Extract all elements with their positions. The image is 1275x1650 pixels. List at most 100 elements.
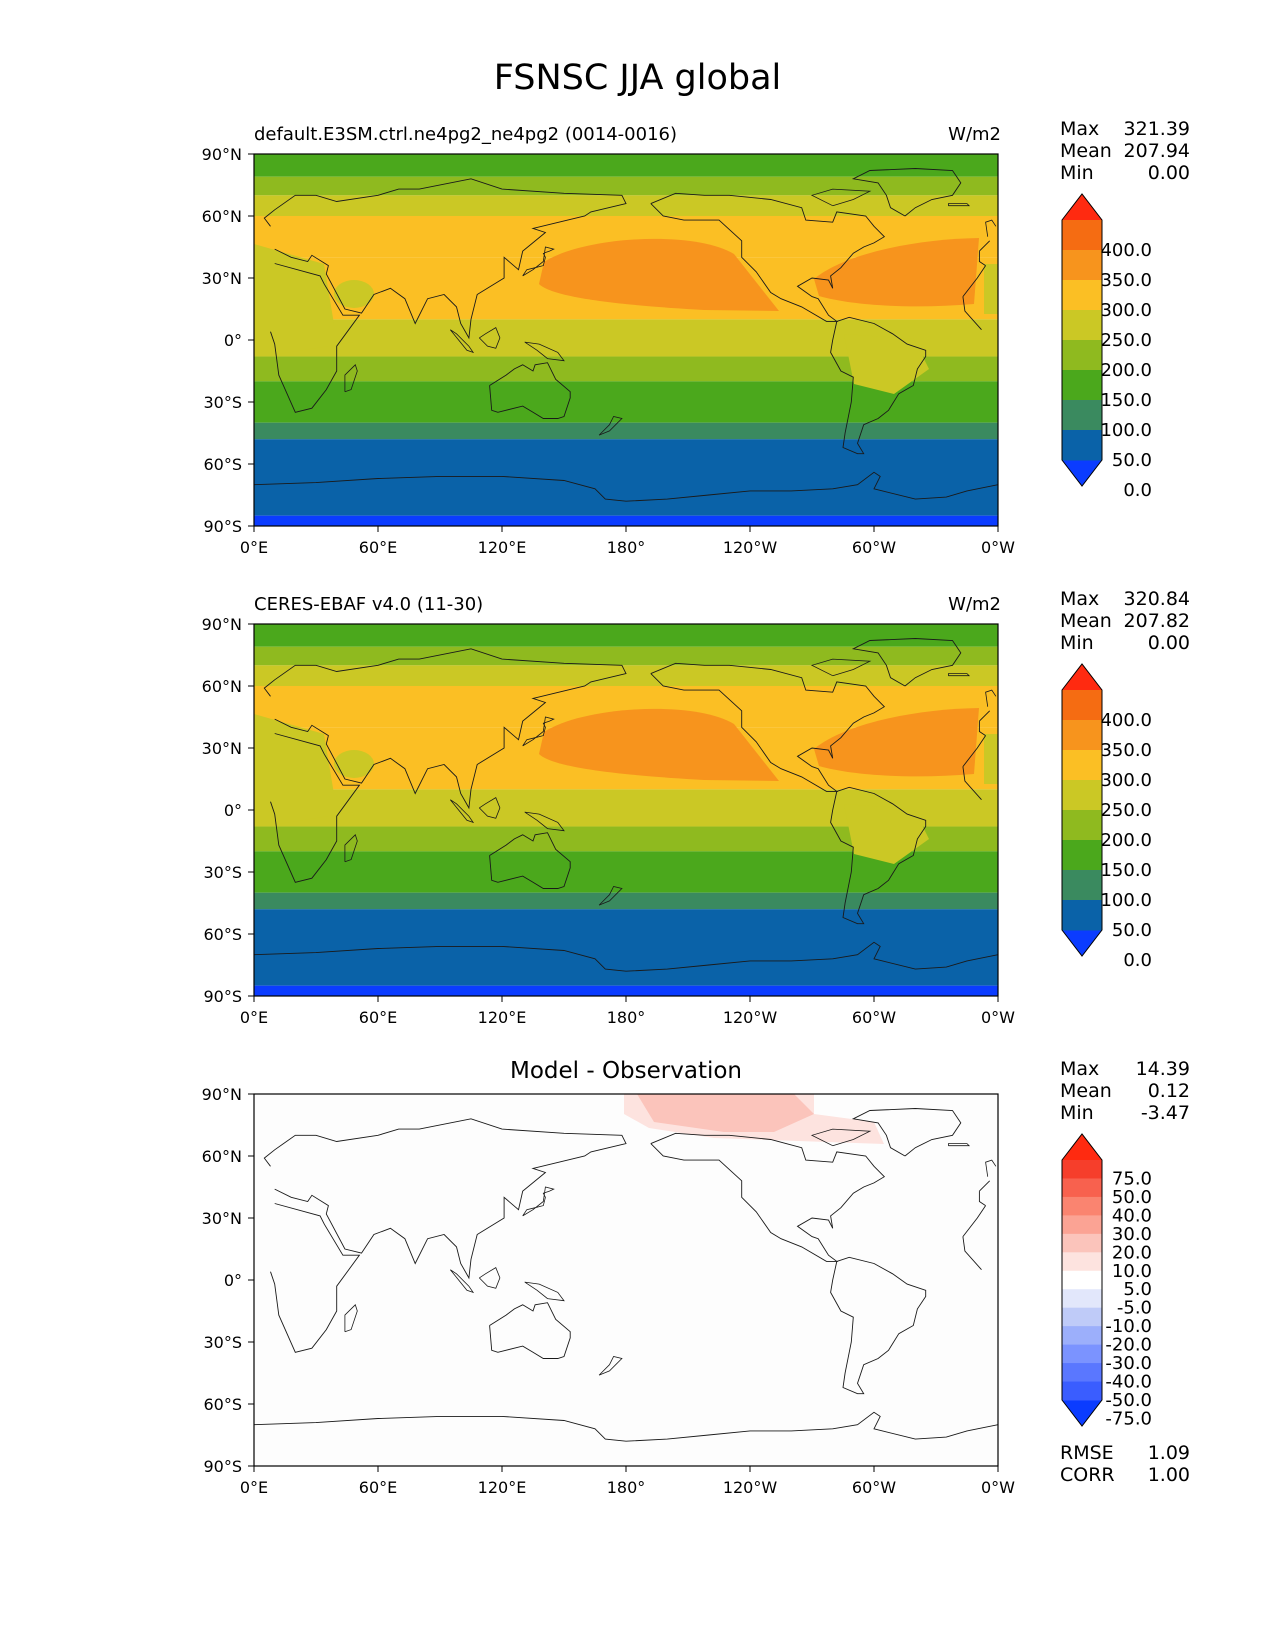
- coastline-island: [524, 341, 565, 362]
- colorbar-extend-bottom: [1062, 930, 1102, 956]
- contour-band: [254, 402, 998, 423]
- lat-tick-label: 30°S: [203, 1333, 242, 1352]
- contour-band: [254, 892, 998, 910]
- corr-value: 1.00: [1147, 1464, 1190, 1486]
- coastline-island: [449, 799, 475, 824]
- coastline: [489, 1302, 571, 1359]
- contour-band: [254, 985, 998, 996]
- colorbar-tick-label: 40.0: [1112, 1205, 1152, 1226]
- contour-band: [254, 909, 998, 986]
- contour-band: [254, 195, 998, 216]
- colorbar-3: 75.050.040.030.020.010.05.0-5.0-10.0-20.…: [1061, 1133, 1152, 1429]
- lon-tick-label: 60°W: [852, 1478, 896, 1497]
- colorbar-segment: [1062, 1363, 1102, 1383]
- rmse-value: 1.09: [1147, 1442, 1190, 1464]
- colorbar-tick-label: 50.0: [1112, 1187, 1152, 1208]
- coastline-island: [524, 811, 565, 832]
- lon-tick-label: 0°W: [981, 1478, 1015, 1497]
- coastline: [830, 316, 927, 455]
- lat-tick-label: 90°N: [202, 615, 242, 634]
- colorbar-segment: [1062, 280, 1102, 311]
- panel3-title: Model - Observation: [509, 1058, 743, 1084]
- colorbar-segment: [1062, 810, 1102, 841]
- lon-tick-label: 60°E: [359, 538, 397, 557]
- coastline: [270, 733, 986, 883]
- lon-tick-label: 60°E: [359, 1478, 397, 1497]
- coastline-island: [344, 1304, 358, 1333]
- colorbar-segment: [1062, 1270, 1102, 1290]
- contour-band: [806, 154, 998, 174]
- colorbar-tick-label: 100.0: [1100, 890, 1152, 911]
- mean-value: 207.94: [1123, 140, 1190, 162]
- panel1-title: default.E3SM.ctrl.ne4pg2_ne4pg2 (0014-00…: [254, 124, 677, 145]
- contour-band: [254, 381, 998, 402]
- colorbar-tick-label: 250.0: [1100, 330, 1152, 351]
- colorbar-tick-label: 30.0: [1112, 1224, 1152, 1245]
- coastline: [489, 362, 571, 419]
- colorbar-segment: [1062, 370, 1102, 401]
- colorbar-tick-label: 100.0: [1100, 420, 1152, 441]
- colorbar-2: 400.0 350.0 300.0 250.0 200.0 150.0 100.0 50.0 0…: [1061, 663, 1152, 971]
- contour-band: [254, 872, 998, 893]
- colorbar-segment: [1062, 400, 1102, 431]
- contour-region: [334, 750, 374, 778]
- coastline: [650, 192, 886, 322]
- contour-band: [254, 176, 998, 196]
- coastline-island: [985, 1159, 997, 1177]
- colorbar-segment: [1062, 870, 1102, 901]
- colorbar-segment: [1062, 1326, 1102, 1346]
- colorbar-segment: [1062, 430, 1102, 461]
- lat-tick-label: 60°N: [202, 1147, 242, 1166]
- coastline-island: [810, 658, 872, 677]
- colorbar-tick-label: -50.0: [1105, 1390, 1152, 1411]
- colorbar-tick-label: 400.0: [1100, 710, 1152, 731]
- colorbar-tick-label: 50.0: [1112, 450, 1152, 471]
- coastline: [851, 1108, 962, 1157]
- colorbar-segment: [1062, 750, 1102, 781]
- corr-label: CORR: [1060, 1464, 1115, 1486]
- coastline-island: [522, 716, 555, 747]
- coastline-island: [598, 1356, 623, 1376]
- coastline: [650, 1132, 886, 1262]
- coastline-island: [598, 416, 623, 436]
- lon-tick-label: 180°: [607, 538, 646, 557]
- lon-tick-label: 60°E: [359, 1008, 397, 1027]
- min-value: 0.00: [1147, 162, 1190, 184]
- coastline: [270, 1203, 986, 1353]
- contour-band: [254, 422, 998, 440]
- contour-band: [254, 515, 998, 526]
- coastline: [253, 1411, 999, 1442]
- coastline-island: [479, 327, 501, 349]
- coastline-island: [810, 1128, 872, 1147]
- coastline-island: [449, 1269, 475, 1294]
- min-label: Min: [1060, 632, 1094, 654]
- colorbar-segment: [1062, 1252, 1102, 1272]
- contour-region: [984, 734, 998, 784]
- min-label: Min: [1060, 162, 1094, 184]
- colorbar-extend-top: [1062, 664, 1102, 690]
- lat-tick-label: 60°N: [202, 677, 242, 696]
- lon-tick-label: 60°W: [852, 1008, 896, 1027]
- lat-tick-label: 0°: [224, 801, 242, 820]
- lon-tick-label: 180°: [607, 1008, 646, 1027]
- lon-tick-label: 120°W: [723, 1008, 778, 1027]
- lon-tick-label: 0°W: [981, 538, 1015, 557]
- lat-tick-label: 90°N: [202, 1085, 242, 1104]
- colorbar-tick-label: 20.0: [1112, 1242, 1152, 1263]
- coastline-island: [948, 203, 971, 207]
- coastline-island: [985, 219, 997, 237]
- colorbar-segment: [1062, 1160, 1102, 1179]
- coastline-island: [449, 329, 475, 354]
- lon-tick-label: 120°W: [723, 1478, 778, 1497]
- lat-tick-label: 30°S: [203, 393, 242, 412]
- min-label: Min: [1060, 1102, 1094, 1124]
- panel3-metrics: RMSE 1.09 CORR 1.00: [1060, 1442, 1190, 1486]
- colorbar-tick-label: 0.0: [1123, 950, 1152, 971]
- colorbar-outline: [1061, 193, 1103, 487]
- mean-value: 207.82: [1123, 610, 1190, 632]
- lat-tick-label: 30°N: [202, 1209, 242, 1228]
- lat-tick-label: 90°N: [202, 145, 242, 164]
- lat-tick-label: 60°S: [203, 455, 242, 474]
- coastline-island: [522, 246, 555, 277]
